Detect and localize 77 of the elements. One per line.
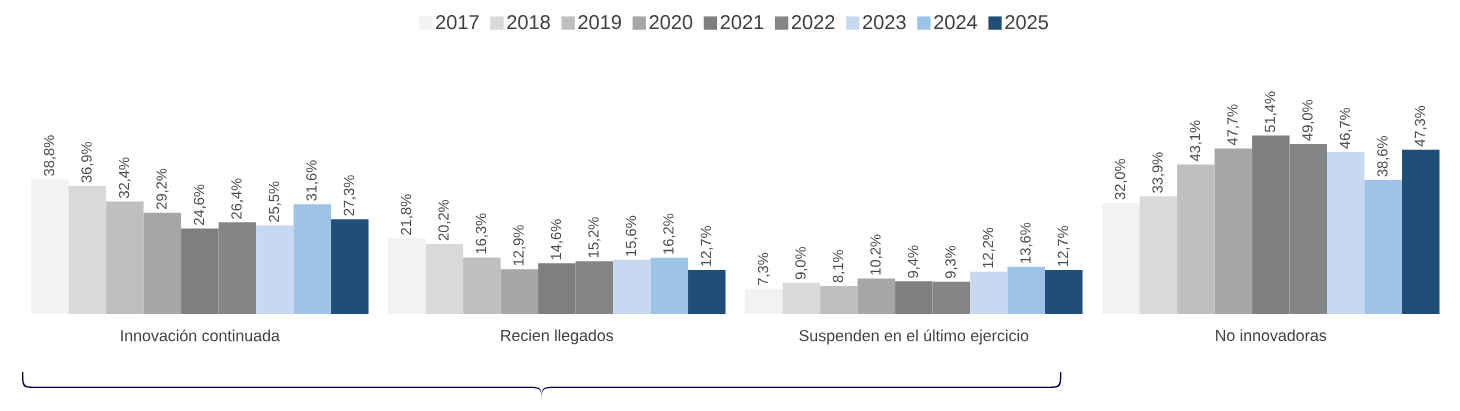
legend-label: 2022 — [791, 15, 835, 30]
bar — [1402, 149, 1440, 315]
bar — [143, 212, 182, 315]
bar — [463, 257, 501, 315]
data-label: 32,0% — [1114, 159, 1127, 200]
data-label: 12,2% — [982, 227, 995, 268]
data-label: 15,2% — [588, 217, 601, 258]
data-label: 9,4% — [907, 245, 920, 278]
data-label: 12,9% — [513, 225, 526, 266]
bar — [388, 238, 426, 315]
data-label: 49,0% — [1302, 100, 1315, 141]
data-label: 51,4% — [1264, 91, 1277, 133]
bar — [820, 286, 858, 315]
data-label: 20,2% — [438, 200, 451, 241]
data-label: 15,6% — [625, 216, 638, 256]
legend-label: 2023 — [863, 15, 906, 30]
data-label: 47,7% — [1227, 104, 1240, 146]
data-label: 25,5% — [268, 181, 281, 222]
legend-label: 2025 — [1005, 15, 1049, 30]
legend-label: 2017 — [436, 15, 479, 30]
data-label: 12,7% — [700, 226, 713, 267]
bar — [688, 270, 726, 315]
bar — [1139, 196, 1178, 315]
bar — [500, 269, 539, 315]
data-label: 47,3% — [1414, 106, 1427, 147]
bar — [1327, 152, 1365, 315]
bar — [256, 225, 294, 315]
legend-label: 2018 — [507, 15, 550, 30]
bar — [782, 282, 821, 315]
bar — [68, 186, 107, 315]
data-label: 31,6% — [306, 160, 319, 201]
data-label: 13,6% — [1020, 222, 1033, 263]
legend-label: 2021 — [720, 15, 764, 30]
bar — [650, 257, 689, 315]
data-label: 9,0% — [795, 247, 808, 280]
legend-label: 2020 — [649, 15, 693, 30]
data-label: 16,2% — [663, 213, 676, 254]
data-label: 7,3% — [757, 253, 770, 286]
bar — [613, 260, 651, 315]
data-label: 36,9% — [81, 142, 94, 183]
data-label: 12,7% — [1057, 226, 1070, 267]
bar — [1214, 148, 1253, 315]
bar — [331, 219, 369, 315]
bar — [1364, 180, 1403, 315]
data-label: 14,6% — [550, 219, 563, 260]
bar — [857, 278, 896, 315]
bar — [1007, 266, 1046, 315]
bar — [745, 288, 783, 315]
x-tick-label: Innovación continuada — [121, 329, 280, 342]
bar — [31, 179, 69, 315]
data-label: 27,3% — [343, 175, 356, 216]
bar — [293, 204, 332, 315]
x-tick-label: Recien llegados — [501, 329, 614, 345]
data-label: 32,4% — [118, 157, 131, 199]
data-label: 21,8% — [400, 194, 413, 235]
data-label: 8,1% — [832, 250, 845, 283]
data-label: 26,4% — [231, 178, 244, 219]
bar — [1177, 164, 1215, 315]
data-label: 29,2% — [156, 168, 169, 210]
bar — [425, 244, 464, 315]
bar — [970, 271, 1008, 315]
legend-label: 2019 — [578, 15, 621, 30]
bar — [1045, 270, 1083, 315]
data-label: 16,3% — [475, 213, 488, 254]
data-label: 24,6% — [193, 184, 206, 226]
bar — [106, 201, 144, 315]
data-label: 38,8% — [43, 135, 56, 176]
data-label: 38,6% — [1377, 136, 1390, 177]
data-label: 10,2% — [870, 234, 883, 275]
data-label: 33,9% — [1152, 152, 1165, 194]
x-tick-label: No innovadoras — [1216, 329, 1327, 342]
bar — [1102, 203, 1140, 315]
legend-label: 2024 — [934, 15, 978, 30]
data-label: 9,3% — [945, 246, 958, 279]
x-tick-label: Suspenden en el último ejercicio — [799, 329, 1029, 345]
data-label: 43,1% — [1189, 120, 1202, 162]
data-label: 46,7% — [1339, 108, 1352, 149]
